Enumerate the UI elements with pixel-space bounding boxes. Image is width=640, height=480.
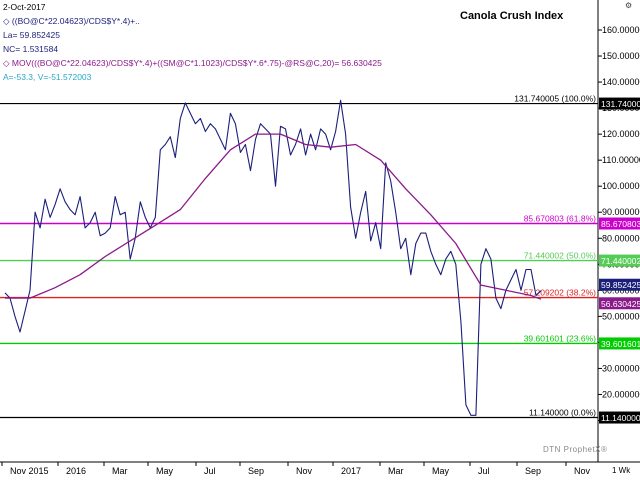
date-label: 2-Oct-2017 bbox=[3, 2, 46, 12]
x-tick-label: Mar bbox=[112, 466, 128, 476]
series-lines bbox=[4, 99, 542, 416]
ma-value-tag-bg bbox=[599, 297, 640, 310]
value-tags: 131.740005 85.670803 71.440002 39.601601 11.… bbox=[599, 97, 640, 424]
price-line bbox=[4, 99, 542, 416]
x-tick-label: Sep bbox=[248, 466, 264, 476]
moving-average-text: MOV(((BO@C*22.04623)/CDS$Y*.4)+((SM@C*1.… bbox=[11, 58, 382, 68]
last-value-tag-bg bbox=[599, 278, 640, 291]
y-tick-label: 20.000000 bbox=[602, 389, 640, 399]
fib-label: 11.140000 (0.0%) bbox=[529, 408, 596, 418]
fib-tag-bg bbox=[599, 254, 640, 267]
diamond-icon: ◇ bbox=[3, 58, 10, 68]
y-tick-label: 150.000000 bbox=[602, 51, 640, 61]
fib-tag: 85.670803 bbox=[601, 219, 640, 229]
timeframe-label[interactable]: 1 Wk bbox=[612, 466, 631, 475]
x-tick-label: Mar bbox=[388, 466, 404, 476]
fib-tag-bg bbox=[599, 337, 640, 350]
plot-area bbox=[0, 0, 598, 462]
fib-tag-bg bbox=[599, 97, 640, 110]
last-value-label: La= 59.852425 bbox=[3, 30, 60, 40]
fib-tag: 131.740005 bbox=[601, 99, 640, 109]
x-axis-ticks: Nov 2015 2016 Mar May Jul Sep Nov 2017 Mar May Jul… bbox=[1, 462, 591, 476]
y-tick-label: 30.000000 bbox=[602, 363, 640, 373]
x-tick-label: 2017 bbox=[341, 466, 361, 476]
ma-value-tag: 56.630425 bbox=[601, 299, 640, 309]
x-tick-label: May bbox=[156, 466, 174, 476]
y-tick-label: 120.000000 bbox=[602, 129, 640, 139]
diamond-icon: ◇ bbox=[3, 16, 10, 26]
y-tick-label: 140.000000 bbox=[602, 77, 640, 87]
formula-text: ((BO@C*22.04623)/CDS$Y*.4)+.. bbox=[11, 16, 140, 26]
x-tick-label: 2016 bbox=[66, 466, 86, 476]
x-tick-label: Nov bbox=[574, 466, 591, 476]
x-tick-label: Sep bbox=[525, 466, 541, 476]
x-tick-label: Jul bbox=[204, 466, 216, 476]
y-tick-label: 90.000000 bbox=[602, 207, 640, 217]
fib-tag-bg bbox=[599, 411, 640, 424]
fib-tag-bg bbox=[599, 217, 640, 230]
last-value-tag: 59.852425 bbox=[601, 280, 640, 290]
y-tick-label: 100.000000 bbox=[602, 181, 640, 191]
gear-icon[interactable]: ⚙ bbox=[625, 1, 633, 10]
y-tick-label: 160.000000 bbox=[602, 25, 640, 35]
fib-label: 131.740005 (100.0%) bbox=[514, 94, 596, 104]
moving-average-line bbox=[5, 133, 542, 300]
fib-label: 71.440002 (50.0%) bbox=[524, 251, 596, 261]
y-tick-label: 50.000000 bbox=[602, 311, 640, 321]
x-tick-label: Jul bbox=[478, 466, 490, 476]
y-tick-label: 80.000000 bbox=[602, 233, 640, 243]
x-tick-label: Nov 2015 bbox=[10, 466, 49, 476]
watermark: DTN ProphetX® bbox=[543, 445, 608, 454]
fib-label: 39.601601 (23.6%) bbox=[524, 333, 596, 343]
fib-tag: 39.601601 bbox=[601, 339, 640, 349]
chart-title: Canola Crush Index bbox=[460, 10, 564, 22]
fib-tag: 11.140000 bbox=[601, 413, 640, 423]
fib-label: 57.209202 (38.2%) bbox=[524, 288, 596, 298]
fib-label: 85.670803 (61.8%) bbox=[524, 214, 596, 224]
formula-label: ◇ ((BO@C*22.04623)/CDS$Y*.4)+.. bbox=[3, 15, 140, 27]
stats-label: A=-53.3, V=-51.572003 bbox=[3, 72, 92, 82]
y-tick-label: 110.000000 bbox=[602, 155, 640, 165]
net-change-label: NC= 1.531584 bbox=[3, 44, 59, 54]
x-tick-label: May bbox=[432, 466, 450, 476]
x-tick-label: Nov bbox=[296, 466, 313, 476]
moving-average-label: ◇ MOV(((BO@C*22.04623)/CDS$Y*.4)+((SM@C*… bbox=[3, 57, 382, 69]
fib-tag: 71.440002 bbox=[601, 256, 640, 266]
